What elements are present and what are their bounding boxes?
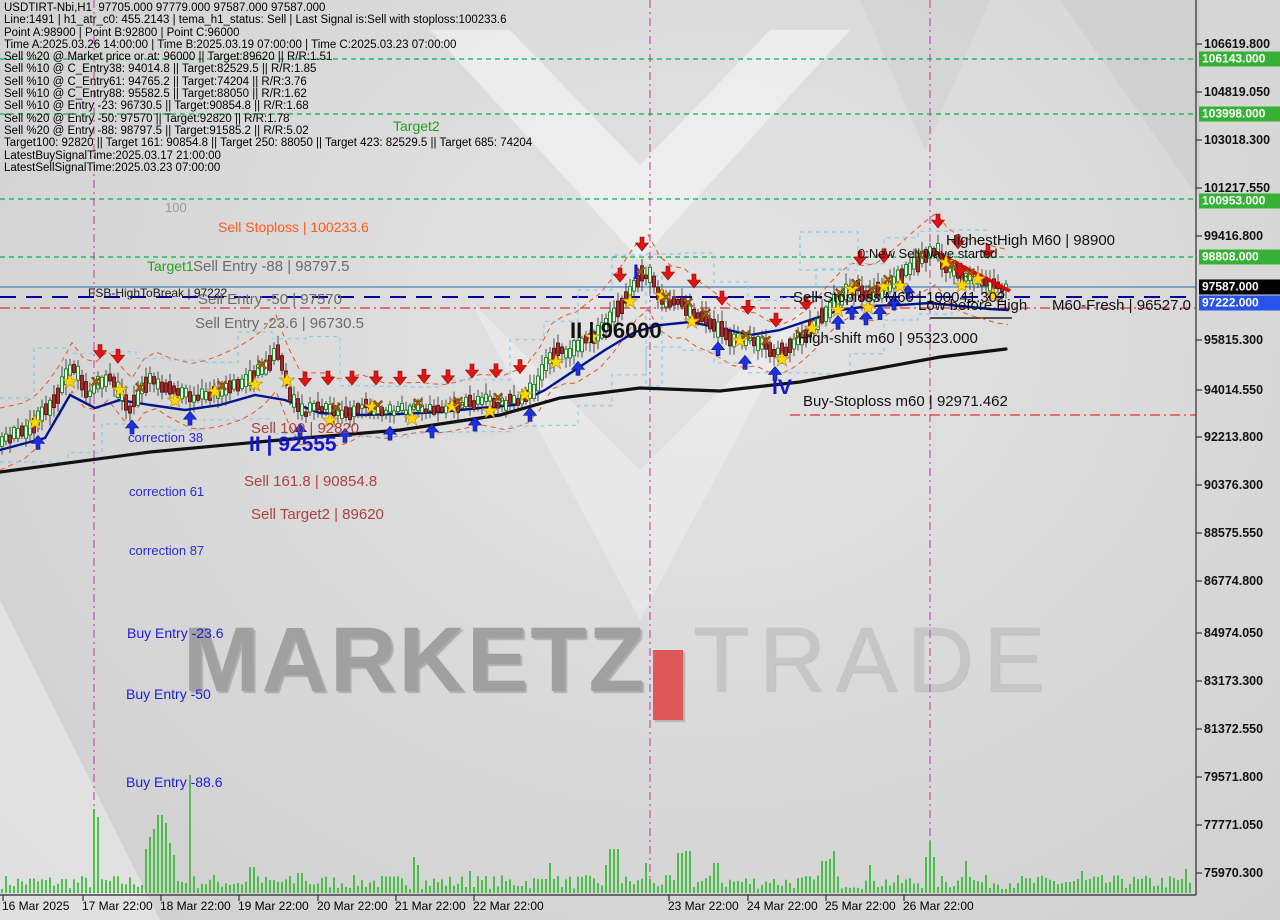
cross-signal-icon: ✕ [794,327,807,344]
star-signal-icon: ★ [111,380,129,402]
cross-signal-icon: ✕ [634,264,647,281]
star-signal-icon: ★ [206,381,224,403]
star-signal-icon: ★ [583,327,601,349]
star-signal-icon: ★ [984,284,1002,306]
star-signal-icon: ★ [443,396,461,418]
cross-signal-icon: ✕ [834,286,847,303]
star-signal-icon: ★ [621,291,639,313]
cross-signal-icon: ✕ [964,266,977,283]
candlesticks [0,234,1008,455]
star-signal-icon: ★ [246,374,264,396]
cross-signal-icon: ✕ [452,394,465,411]
cross-signal-icon: ✕ [946,257,959,274]
star-signal-icon: ★ [683,311,701,333]
star-signal-icon: ★ [937,252,955,274]
star-signal-icon: ★ [516,384,534,406]
cross-signal-icon: ✕ [882,272,895,289]
cross-signal-icon: ✕ [914,248,927,265]
indicator-bands [0,212,1020,471]
cross-signal-icon: ✕ [660,289,673,306]
moving-averages [0,301,1010,474]
cross-signal-icon: ✕ [330,400,343,417]
cross-signal-icon: ✕ [700,306,713,323]
star-signal-icon: ★ [61,371,79,393]
star-signal-icon: ★ [547,352,565,374]
cross-signal-icon: ✕ [90,374,103,391]
fast-ma-line [0,301,1010,452]
cross-signal-icon: ✕ [740,327,753,344]
signal-markers: ★★ ★ ★ ★ ★ ★★★★★ ★★★★★ ★★★★★★★★★★★★★★✕ ✕ ✕✕✕ ✕ ✕ ✕ ✕✕… [26,213,1002,450]
star-signal-icon: ★ [653,285,671,307]
axes-frame [0,0,1202,901]
cross-signal-icon: ✕ [866,283,879,300]
star-signal-icon: ★ [363,397,381,419]
cross-signal-icon: ✕ [412,395,425,412]
star-signal-icon: ★ [26,412,44,434]
star-signal-icon: ★ [773,349,791,371]
cross-signal-icon: ✕ [216,378,229,395]
volume-bars [1,809,1191,893]
star-signal-icon: ★ [481,401,499,423]
star-signal-icon: ★ [166,390,184,412]
cross-signal-icon: ✕ [850,276,863,293]
cross-signal-icon: ✕ [134,380,147,397]
cross-signal-icon: ✕ [256,357,269,374]
star-signal-icon: ★ [278,370,296,392]
sell-trend-line[interactable] [934,250,1011,293]
slow-ma-line [0,347,1008,474]
star-signal-icon: ★ [403,408,421,430]
star-signal-icon: ★ [803,318,821,340]
star-signal-icon: ★ [321,410,339,432]
reference-lines [0,0,1196,893]
star-signal-icon: ★ [843,278,861,300]
star-signal-icon: ★ [875,276,893,298]
star-signal-icon: ★ [969,269,987,291]
cross-signal-icon: ✕ [760,333,773,350]
star-signal-icon: ★ [829,299,847,321]
star-signal-icon: ★ [859,297,877,319]
star-signal-icon: ★ [953,275,971,297]
cross-signal-icon: ✕ [492,390,505,407]
star-signal-icon: ★ [891,275,909,297]
cross-signal-icon: ✕ [372,398,385,415]
star-signal-icon: ★ [731,330,749,352]
cross-signal-icon: ✕ [682,295,695,312]
